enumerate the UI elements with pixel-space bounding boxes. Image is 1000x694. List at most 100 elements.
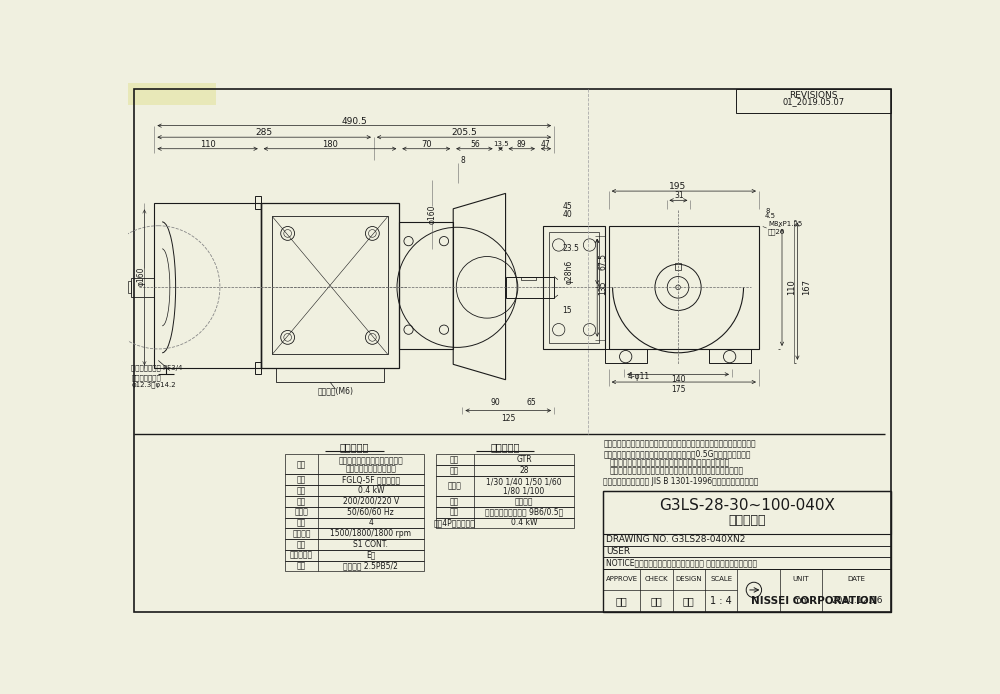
Bar	[261, 203, 399, 369]
Text: 40: 40	[563, 210, 572, 219]
Text: φ160: φ160	[427, 205, 436, 224]
Bar	[603, 546, 891, 557]
Text: 接地端子(M6): 接地端子(M6)	[317, 387, 353, 396]
Bar	[603, 491, 891, 534]
Text: REVISIONS: REVISIONS	[789, 91, 838, 100]
Text: 50/60/60 Hz: 50/60/60 Hz	[347, 508, 394, 516]
Text: 周波数: 周波数	[295, 508, 308, 516]
Text: 深さ20: 深さ20	[768, 228, 786, 235]
Text: 125: 125	[501, 414, 515, 423]
Bar	[399, 222, 453, 349]
Text: APPROVE: APPROVE	[606, 576, 638, 582]
Text: 490.5: 490.5	[341, 117, 367, 126]
Text: 89: 89	[517, 139, 527, 149]
Text: 285: 285	[256, 128, 273, 137]
Bar	[436, 496, 574, 507]
Text: 01_2019.05.07: 01_2019.05.07	[783, 97, 845, 106]
Text: 型式: 型式	[297, 475, 306, 484]
Text: 31: 31	[675, 192, 684, 200]
Bar	[128, 281, 131, 294]
Text: 石川: 石川	[651, 595, 662, 606]
Text: 65: 65	[526, 398, 536, 407]
Text: 外形尸法図: 外形尸法図	[729, 514, 766, 527]
Text: 名称: 名称	[450, 455, 459, 464]
Bar	[603, 491, 891, 611]
Text: 200/200/220 V: 200/200/220 V	[343, 497, 399, 506]
Text: 永坂: 永坂	[616, 595, 628, 606]
Text: 13.5: 13.5	[493, 141, 508, 147]
Text: 175: 175	[671, 385, 685, 394]
Text: 4-φ11: 4-φ11	[628, 372, 650, 381]
Text: 出力: 出力	[297, 486, 306, 495]
Text: 減速機仕様: 減速機仕様	[490, 441, 519, 452]
Bar	[128, 83, 216, 105]
Text: 極数: 極数	[297, 518, 306, 527]
Text: ケーブル引込口 PF3/4: ケーブル引込口 PF3/4	[131, 365, 183, 371]
Bar	[285, 455, 424, 475]
Text: 180: 180	[322, 139, 338, 149]
Text: 15: 15	[563, 306, 572, 315]
Bar	[276, 369, 384, 382]
Text: M8xP1.25: M8xP1.25	[768, 221, 802, 227]
Text: 回転速度: 回転速度	[292, 530, 311, 539]
Text: 潤滑: 潤滑	[450, 497, 459, 506]
Text: DATE: DATE	[848, 576, 866, 582]
Text: 1500/1800/1800 rpm: 1500/1800/1800 rpm	[330, 530, 411, 539]
Text: NOTICE（日本電産テクノモータ（株）製 耗圧防爆形モータ取付）: NOTICE（日本電産テクノモータ（株）製 耗圧防爆形モータ取付）	[606, 559, 758, 568]
Text: 名称: 名称	[297, 460, 306, 469]
Text: 4.5: 4.5	[765, 214, 776, 219]
Bar	[285, 561, 424, 571]
Text: グリース: グリース	[515, 497, 533, 506]
Text: 仕様: 仕様	[450, 466, 459, 475]
Text: mm: mm	[792, 596, 810, 605]
Text: 電圧: 電圧	[297, 497, 306, 506]
Text: 日本電産テクノモータ（株）製: 日本電産テクノモータ（株）製	[338, 456, 403, 465]
Text: 140: 140	[671, 375, 685, 384]
Text: 注。据え付け面又は、外部から加わる振動が0.5Gより大きい場合は: 注。据え付け面又は、外部から加わる振動が0.5Gより大きい場合は	[603, 450, 751, 459]
Bar	[255, 196, 261, 209]
Bar	[521, 276, 536, 280]
Text: 23.5: 23.5	[563, 244, 579, 253]
Text: 北川: 北川	[683, 595, 695, 606]
Text: 110: 110	[787, 280, 796, 295]
Bar	[436, 455, 574, 465]
Bar	[272, 217, 388, 355]
Text: S1 CONT.: S1 CONT.	[353, 540, 388, 549]
Bar	[506, 276, 554, 298]
Text: φ12.3〜φ14.2: φ12.3〜φ14.2	[131, 382, 176, 389]
Text: 注。出力軸キー尸法は JIS B 1301-1996平行キーに依ります。: 注。出力軸キー尸法は JIS B 1301-1996平行キーに依ります。	[603, 477, 759, 486]
Text: 45: 45	[563, 202, 572, 211]
Text: マンセル 2.5PB5/2: マンセル 2.5PB5/2	[343, 561, 398, 570]
Text: 0.4 kW: 0.4 kW	[358, 486, 384, 495]
Text: 1/80 1/100: 1/80 1/100	[503, 486, 545, 495]
Text: SCALE: SCALE	[710, 576, 732, 582]
Text: UNIT: UNIT	[793, 576, 809, 582]
Bar	[285, 485, 424, 496]
Bar	[285, 518, 424, 528]
Bar	[255, 362, 261, 374]
Bar	[285, 550, 424, 561]
Text: 1 : 4: 1 : 4	[710, 595, 732, 606]
Text: 56: 56	[470, 139, 480, 149]
Bar	[603, 557, 891, 569]
Text: DESIGN: DESIGN	[676, 576, 702, 582]
Text: 0.4 kW: 0.4 kW	[511, 518, 537, 527]
Text: USER: USER	[606, 547, 631, 556]
Bar	[436, 465, 574, 476]
Text: グレー（マンセル値 9B6/0.5）: グレー（マンセル値 9B6/0.5）	[485, 508, 563, 516]
Text: 注。減速機の取付姿勢は、モータが水平となる方向に取り付けて下さい。: 注。減速機の取付姿勢は、モータが水平となる方向に取り付けて下さい。	[603, 440, 756, 449]
Bar	[285, 507, 424, 518]
Bar	[131, 278, 154, 296]
Bar	[675, 263, 681, 271]
Text: 167: 167	[802, 279, 811, 296]
Text: 47: 47	[541, 139, 551, 149]
Text: DRAWING NO. G3LS28-040XN2: DRAWING NO. G3LS28-040XN2	[606, 535, 746, 544]
Text: 205.5: 205.5	[451, 128, 477, 137]
Text: 塗色: 塗色	[450, 508, 459, 516]
Text: φ160: φ160	[137, 266, 146, 285]
Text: 67.5: 67.5	[598, 253, 607, 270]
Bar	[285, 475, 424, 485]
Text: CHECK: CHECK	[645, 576, 668, 582]
Bar	[603, 569, 891, 611]
Text: φ28h6: φ28h6	[565, 260, 574, 284]
